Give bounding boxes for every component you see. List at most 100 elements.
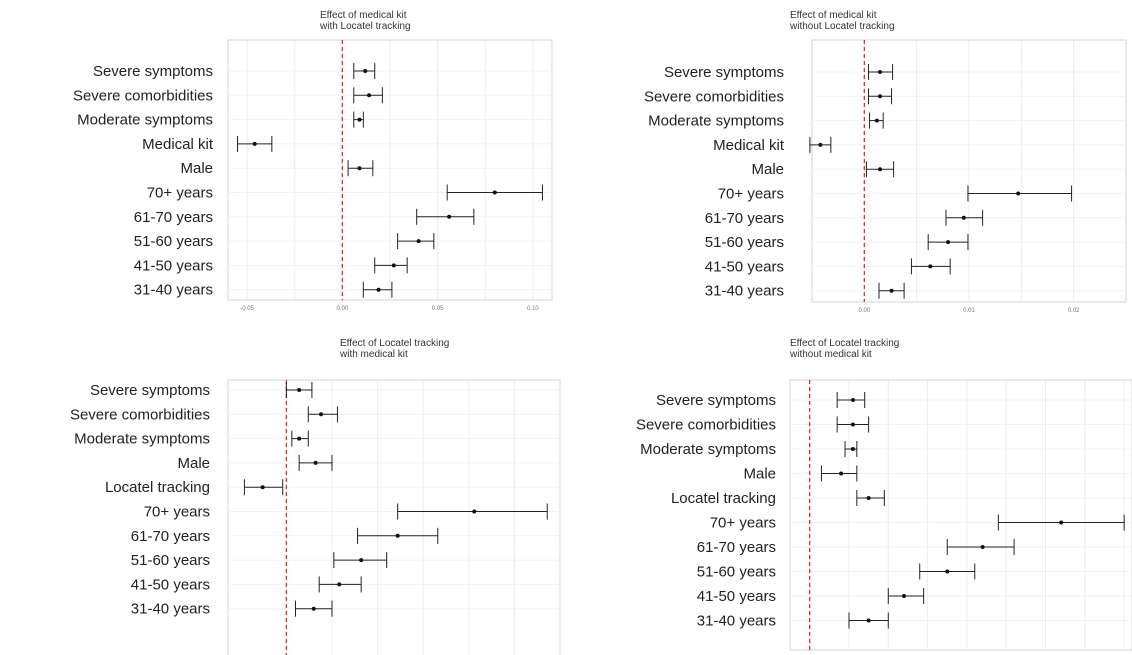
x-tick-label: 0.02 xyxy=(1068,308,1080,314)
point-estimate xyxy=(902,594,906,598)
x-tick-label: 0.01 xyxy=(963,308,975,314)
point-estimate xyxy=(839,471,844,476)
point-estimate xyxy=(416,239,421,244)
point-estimate xyxy=(946,240,951,245)
point-estimate xyxy=(1059,520,1064,525)
point-estimate xyxy=(313,460,318,465)
y-category-label: 31-40 years xyxy=(705,283,784,300)
y-category-label: Male xyxy=(177,455,210,472)
chart-title: Effect of medical kit with Locatel tracki… xyxy=(319,10,411,32)
y-category-label: 70+ years xyxy=(144,504,210,521)
point-estimate xyxy=(980,545,985,549)
x-tick-label: 0.10 xyxy=(527,306,539,312)
forest-plot-tracking-without-medical-kit: Effect of Locatel tracking without medica… xyxy=(566,328,1132,655)
y-category-label: 51-60 years xyxy=(134,233,213,250)
x-tick-label: 0.00 xyxy=(858,308,870,314)
y-category-label: 41-50 years xyxy=(134,257,213,274)
y-category-label: 41-50 years xyxy=(697,588,776,605)
y-category-label: Severe symptoms xyxy=(90,382,210,399)
y-category-label: Severe comorbidities xyxy=(70,406,210,423)
y-category-label: 61-70 years xyxy=(134,209,213,226)
x-tick-label: 0.00 xyxy=(337,306,349,312)
point-estimate xyxy=(850,422,855,427)
point-estimate xyxy=(367,93,372,98)
y-category-label: Severe comorbidities xyxy=(644,88,784,105)
y-category-label: 41-50 years xyxy=(131,576,210,593)
y-category-label: Severe comorbidities xyxy=(73,87,213,104)
y-category-label: 51-60 years xyxy=(131,552,210,569)
y-category-label: Medical kit xyxy=(142,136,214,153)
y-category-label: Locatel tracking xyxy=(671,490,776,507)
chart-title: Effect of medical kit without Locatel tra… xyxy=(789,10,895,32)
y-category-label: Moderate symptoms xyxy=(648,113,784,130)
y-category-label: 61-70 years xyxy=(705,210,784,227)
plot-frame xyxy=(789,379,1132,651)
y-category-label: Moderate symptoms xyxy=(77,112,213,129)
forest-plot-medical-kit-without-tracking: Effect of medical kit without Locatel tra… xyxy=(566,0,1132,328)
y-category-label: Severe symptoms xyxy=(656,392,776,409)
point-estimate xyxy=(391,263,396,268)
forest-plot-tracking-with-medical-kit: Effect of Locatel tracking with medical k… xyxy=(0,328,566,655)
y-category-label: 51-60 years xyxy=(697,564,776,581)
point-estimate xyxy=(878,70,883,74)
error-bar xyxy=(374,257,408,274)
y-category-label: Male xyxy=(751,161,784,178)
point-estimate xyxy=(1016,191,1021,196)
y-category-label: 51-60 years xyxy=(705,234,784,251)
forest-plot-medical-kit-with-tracking: Effect of medical kit with Locatel tracki… xyxy=(0,0,566,328)
y-category-label: 61-70 years xyxy=(131,528,210,545)
point-estimate xyxy=(260,485,265,490)
y-category-label: Male xyxy=(180,160,213,177)
point-estimate xyxy=(337,582,342,587)
point-estimate xyxy=(319,412,324,417)
point-estimate xyxy=(297,436,302,441)
point-estimate xyxy=(311,606,316,611)
point-estimate xyxy=(928,264,933,269)
error-bar xyxy=(397,233,435,250)
chart-svg: Effect of medical kit with Locatel tracki… xyxy=(73,10,553,312)
point-estimate xyxy=(878,94,883,99)
point-estimate xyxy=(889,288,894,293)
point-estimate xyxy=(376,287,381,292)
chart-svg: Effect of Locatel tracking without medica… xyxy=(636,338,1132,651)
chart-title: Effect of Locatel tracking without medica… xyxy=(789,338,899,360)
point-estimate xyxy=(866,618,871,623)
chart-svg: Effect of Locatel tracking with medical k… xyxy=(70,338,561,655)
y-category-label: Moderate symptoms xyxy=(640,441,776,458)
point-estimate xyxy=(297,388,302,392)
point-estimate xyxy=(818,142,823,147)
y-category-label: Severe symptoms xyxy=(664,64,784,81)
point-estimate xyxy=(357,117,362,122)
point-estimate xyxy=(472,509,477,514)
y-category-label: 70+ years xyxy=(718,186,784,203)
error-bar xyxy=(416,208,475,225)
chart-svg: Effect of medical kit without Locatel tra… xyxy=(644,10,1127,314)
point-estimate xyxy=(945,569,950,574)
point-estimate xyxy=(850,447,855,451)
point-estimate xyxy=(492,190,497,195)
point-estimate xyxy=(874,118,879,123)
y-category-label: Locatel tracking xyxy=(105,479,210,496)
y-category-label: Moderate symptoms xyxy=(74,431,210,448)
y-category-label: Severe symptoms xyxy=(93,63,213,80)
point-estimate xyxy=(961,215,966,220)
y-category-label: 61-70 years xyxy=(697,539,776,556)
y-category-label: 31-40 years xyxy=(134,282,213,299)
y-category-label: 41-50 years xyxy=(705,258,784,275)
y-category-label: Severe comorbidities xyxy=(636,417,776,434)
y-category-label: 31-40 years xyxy=(697,613,776,630)
point-estimate xyxy=(395,533,400,538)
point-estimate xyxy=(252,141,257,146)
plot-frame xyxy=(227,379,561,655)
y-category-label: 70+ years xyxy=(147,185,213,202)
y-category-label: 31-40 years xyxy=(131,601,210,618)
point-estimate xyxy=(866,496,871,500)
y-category-label: Male xyxy=(743,466,776,483)
point-estimate xyxy=(850,398,855,402)
y-category-label: Medical kit xyxy=(713,137,785,154)
y-category-label: 70+ years xyxy=(710,515,776,532)
point-estimate xyxy=(363,69,368,73)
point-estimate xyxy=(878,167,883,172)
point-estimate xyxy=(447,214,452,219)
point-estimate xyxy=(359,558,364,563)
